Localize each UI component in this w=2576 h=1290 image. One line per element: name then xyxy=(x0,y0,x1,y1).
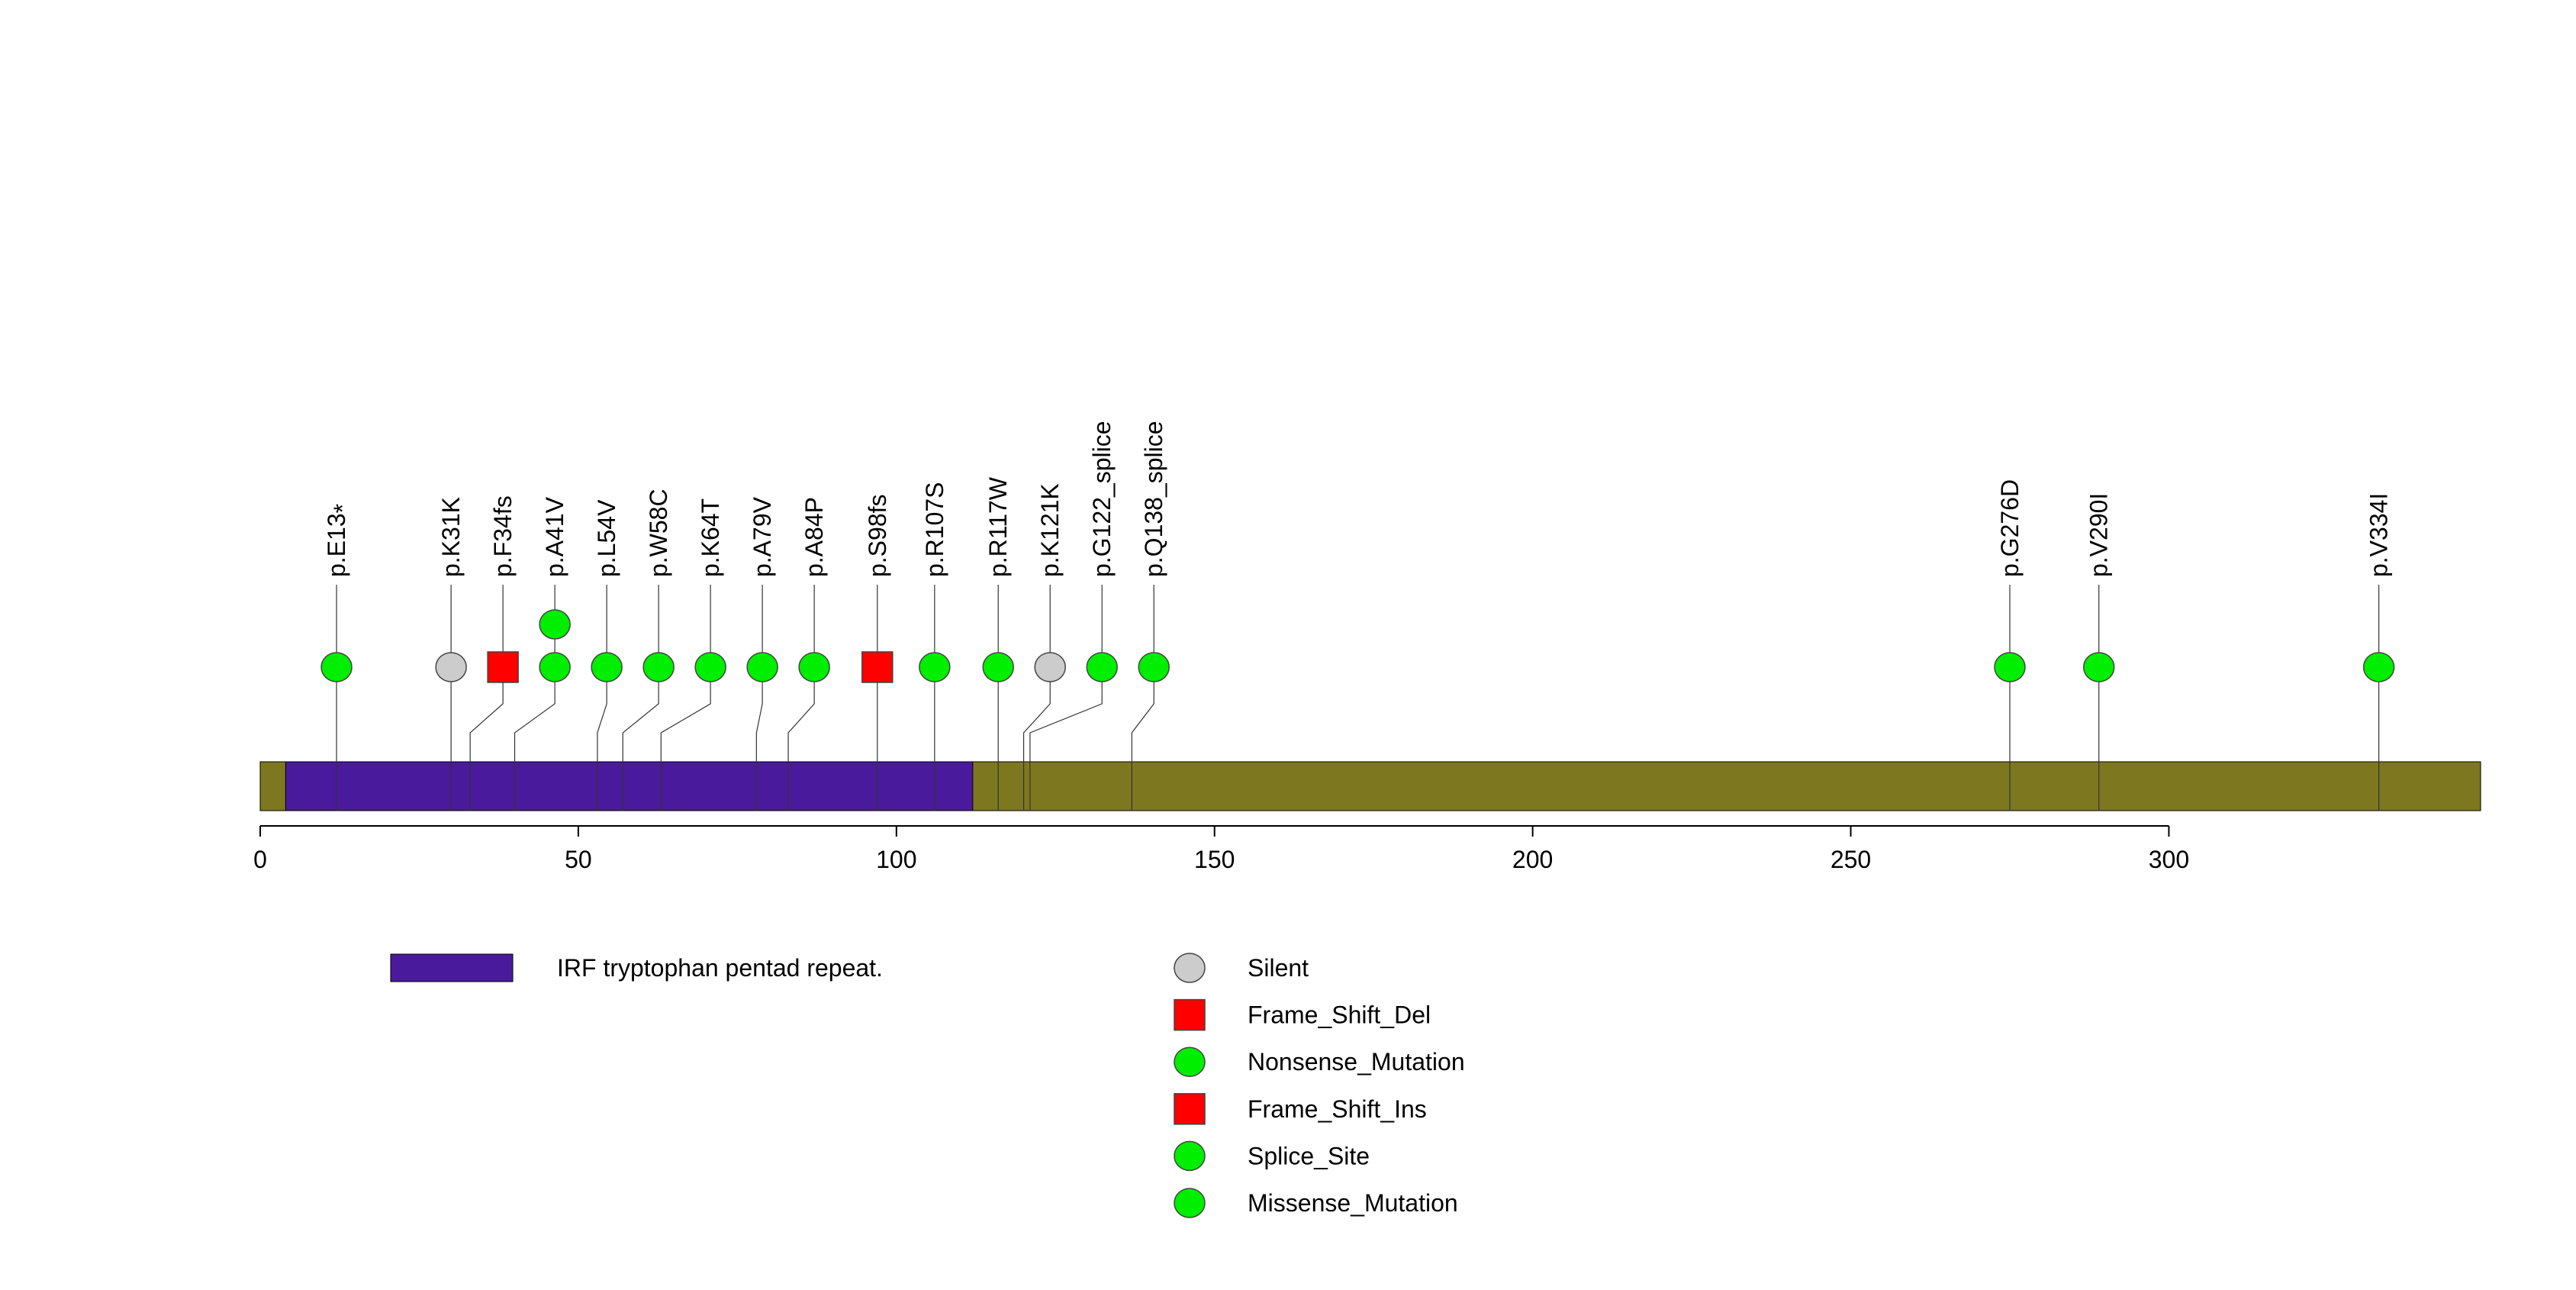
mutation-label: p.R107S xyxy=(921,482,948,577)
mutation-label: p.S98fs xyxy=(864,494,891,577)
mutation-label: p.V334I xyxy=(2365,493,2393,577)
mutation-label: p.K31K xyxy=(437,497,465,577)
mutation-marker xyxy=(1994,652,2026,682)
x-tick-label: 100 xyxy=(876,846,916,873)
mutation-labels: p.E13* p.K31K p.F34fs p.A41V p.L54V p.W58C p.K… xyxy=(323,421,2393,577)
mutation-marker xyxy=(746,652,778,682)
legend-marker xyxy=(1174,1140,1206,1172)
mutation-marker xyxy=(694,652,726,682)
legend-marker xyxy=(1174,1188,1206,1218)
mutation-marker xyxy=(982,652,1014,682)
connector-line xyxy=(660,667,711,811)
legend-marker xyxy=(1174,1093,1206,1125)
mutation-marker xyxy=(798,652,830,682)
mutation-marker xyxy=(320,652,353,682)
x-tick-label: 200 xyxy=(1512,846,1553,873)
mutation-marker xyxy=(1086,652,1118,682)
legend-domain-label: IRF tryptophan pentad repeat. xyxy=(557,954,883,982)
legend-label: Frame_Shift_Del xyxy=(1248,1001,1431,1029)
connector-lines xyxy=(336,585,2380,811)
connector-line xyxy=(755,667,763,811)
connector-line xyxy=(514,667,555,811)
legend-label: Splice_Site xyxy=(1248,1142,1370,1169)
mutation-label: p.K64T xyxy=(697,498,724,577)
legend-label: Missense_Mutation xyxy=(1248,1189,1458,1217)
legend-marker xyxy=(1174,998,1206,1031)
legend-label: Frame_Shift_Ins xyxy=(1248,1095,1427,1123)
protein-backbone-group xyxy=(259,761,2481,811)
domain-bar xyxy=(285,761,974,811)
mutation-label: p.A84P xyxy=(800,497,828,577)
x-tick-label: 50 xyxy=(565,846,592,873)
legend-label: Silent xyxy=(1248,954,1309,982)
mutation-label: p.G122_splice xyxy=(1088,421,1116,577)
mutation-label: p.A41V xyxy=(541,496,568,577)
mutation-markers xyxy=(320,609,2395,683)
mutation-label: p.G276D xyxy=(1996,479,2024,577)
mutation-label: p.E13* xyxy=(323,504,356,577)
mutation-label: p.K121K xyxy=(1036,483,1064,577)
mutation-marker xyxy=(487,651,519,683)
mutation-marker xyxy=(1034,652,1066,682)
mutation-label: p.Q138_splice xyxy=(1140,421,1167,577)
mutation-marker xyxy=(2362,652,2395,682)
mutation-marker xyxy=(1138,652,1170,682)
mutation-label: p.V290I xyxy=(2085,493,2113,577)
connector-line xyxy=(1029,667,1103,811)
x-tick-label: 0 xyxy=(253,846,267,873)
mutation-marker xyxy=(919,652,951,682)
x-tick-label: 150 xyxy=(1194,846,1235,873)
mutation-label: p.W58C xyxy=(645,489,672,577)
legend-marker xyxy=(1174,953,1206,983)
mutation-marker xyxy=(2082,652,2115,682)
mutation-marker xyxy=(435,652,467,682)
mutation-label: p.L54V xyxy=(593,499,620,577)
mutation-marker xyxy=(591,652,623,682)
connector-line xyxy=(787,667,815,811)
x-tick-label: 250 xyxy=(1831,846,1871,873)
mutation-label: p.A79V xyxy=(749,496,776,577)
x-tick-label: 300 xyxy=(2149,846,2189,873)
mutation-marker xyxy=(539,609,571,640)
legend-label: Nonsense_Mutation xyxy=(1248,1048,1465,1076)
mutation-label: p.R117W xyxy=(984,476,1012,577)
mutation-label-suffix: * xyxy=(329,504,356,513)
legend: IRF tryptophan pentad repeat. Silent Frame… xyxy=(390,953,1465,1218)
connector-line xyxy=(469,667,504,811)
mutation-marker xyxy=(861,651,894,683)
x-axis: 0 50 100 150 200 250 300 xyxy=(253,825,2189,873)
connector-line xyxy=(1131,667,1154,811)
connector-line xyxy=(597,667,607,811)
mutation-label: p.F34fs xyxy=(489,495,517,577)
mutation-marker xyxy=(539,652,571,682)
legend-marker xyxy=(1174,1047,1206,1077)
mutation-marker xyxy=(642,652,675,682)
connector-line xyxy=(1022,667,1051,811)
connector-line xyxy=(622,667,659,811)
legend-domain-swatch xyxy=(390,953,514,982)
